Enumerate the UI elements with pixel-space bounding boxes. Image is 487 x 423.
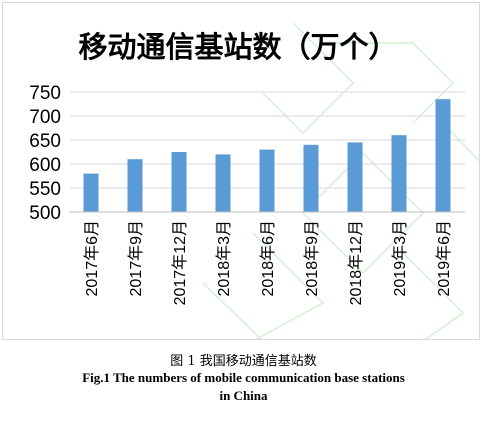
x-tick-label: 2018年9月 [303, 220, 321, 297]
y-tick-label: 500 [29, 203, 61, 224]
bar [215, 154, 231, 212]
figure-caption-english-line2: in China [219, 388, 268, 403]
x-tick-label: 2018年6月 [259, 220, 277, 297]
figure-caption-english-line1: Fig.1 The numbers of mobile communicatio… [82, 370, 405, 385]
x-tick-label: 2017年12月 [171, 220, 189, 305]
bar [127, 159, 143, 212]
y-tick-label: 600 [29, 155, 61, 176]
x-tick-label: 2017年6月 [83, 220, 101, 297]
figure-caption-chinese: 图 1 我国移动通信基站数 [170, 354, 317, 369]
x-tick-label: 2019年6月 [435, 220, 453, 297]
chart-title: 移动通信基站数（万个） [78, 30, 397, 64]
chart-frame: 移动通信基站数（万个） 500 550 600 650 700 750 2017年6月 20… [2, 2, 480, 340]
x-tick-label: 2017年9月 [127, 220, 145, 297]
bar [259, 149, 275, 212]
x-tick-label: 2019年3月 [391, 220, 409, 297]
x-axis-ticks: 2017年6月 2017年9月 2017年12月 2018年3月 2018年6月 2018… [83, 220, 453, 305]
bar [83, 173, 99, 212]
y-tick-label: 750 [29, 83, 61, 104]
bars [83, 99, 451, 212]
figure-caption-english: Fig.1 The numbers of mobile communicatio… [0, 369, 487, 405]
y-axis-ticks: 500 550 600 650 700 750 [29, 83, 61, 224]
x-tick-label: 2018年3月 [215, 220, 233, 297]
bar [171, 152, 187, 212]
x-tick-label: 2018年12月 [347, 220, 365, 305]
bar [303, 144, 319, 212]
bar [347, 142, 363, 212]
bar [391, 135, 407, 212]
bar [435, 99, 451, 212]
y-tick-label: 550 [29, 179, 61, 200]
y-tick-label: 650 [29, 131, 61, 152]
y-tick-label: 700 [29, 107, 61, 128]
